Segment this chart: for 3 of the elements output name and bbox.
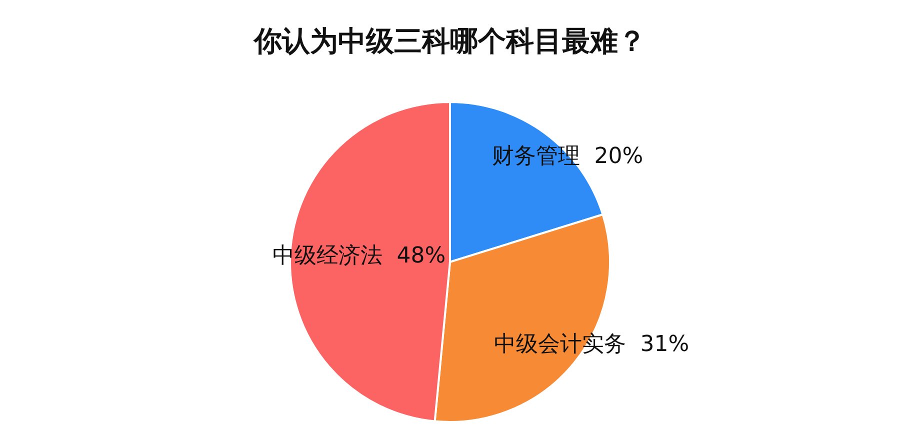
slice-label: 中级经济法 48% — [272, 243, 446, 268]
chart-title: 你认为中级三科哪个科目最难？ — [252, 24, 646, 58]
slice-label: 中级会计实务 31% — [494, 332, 690, 358]
